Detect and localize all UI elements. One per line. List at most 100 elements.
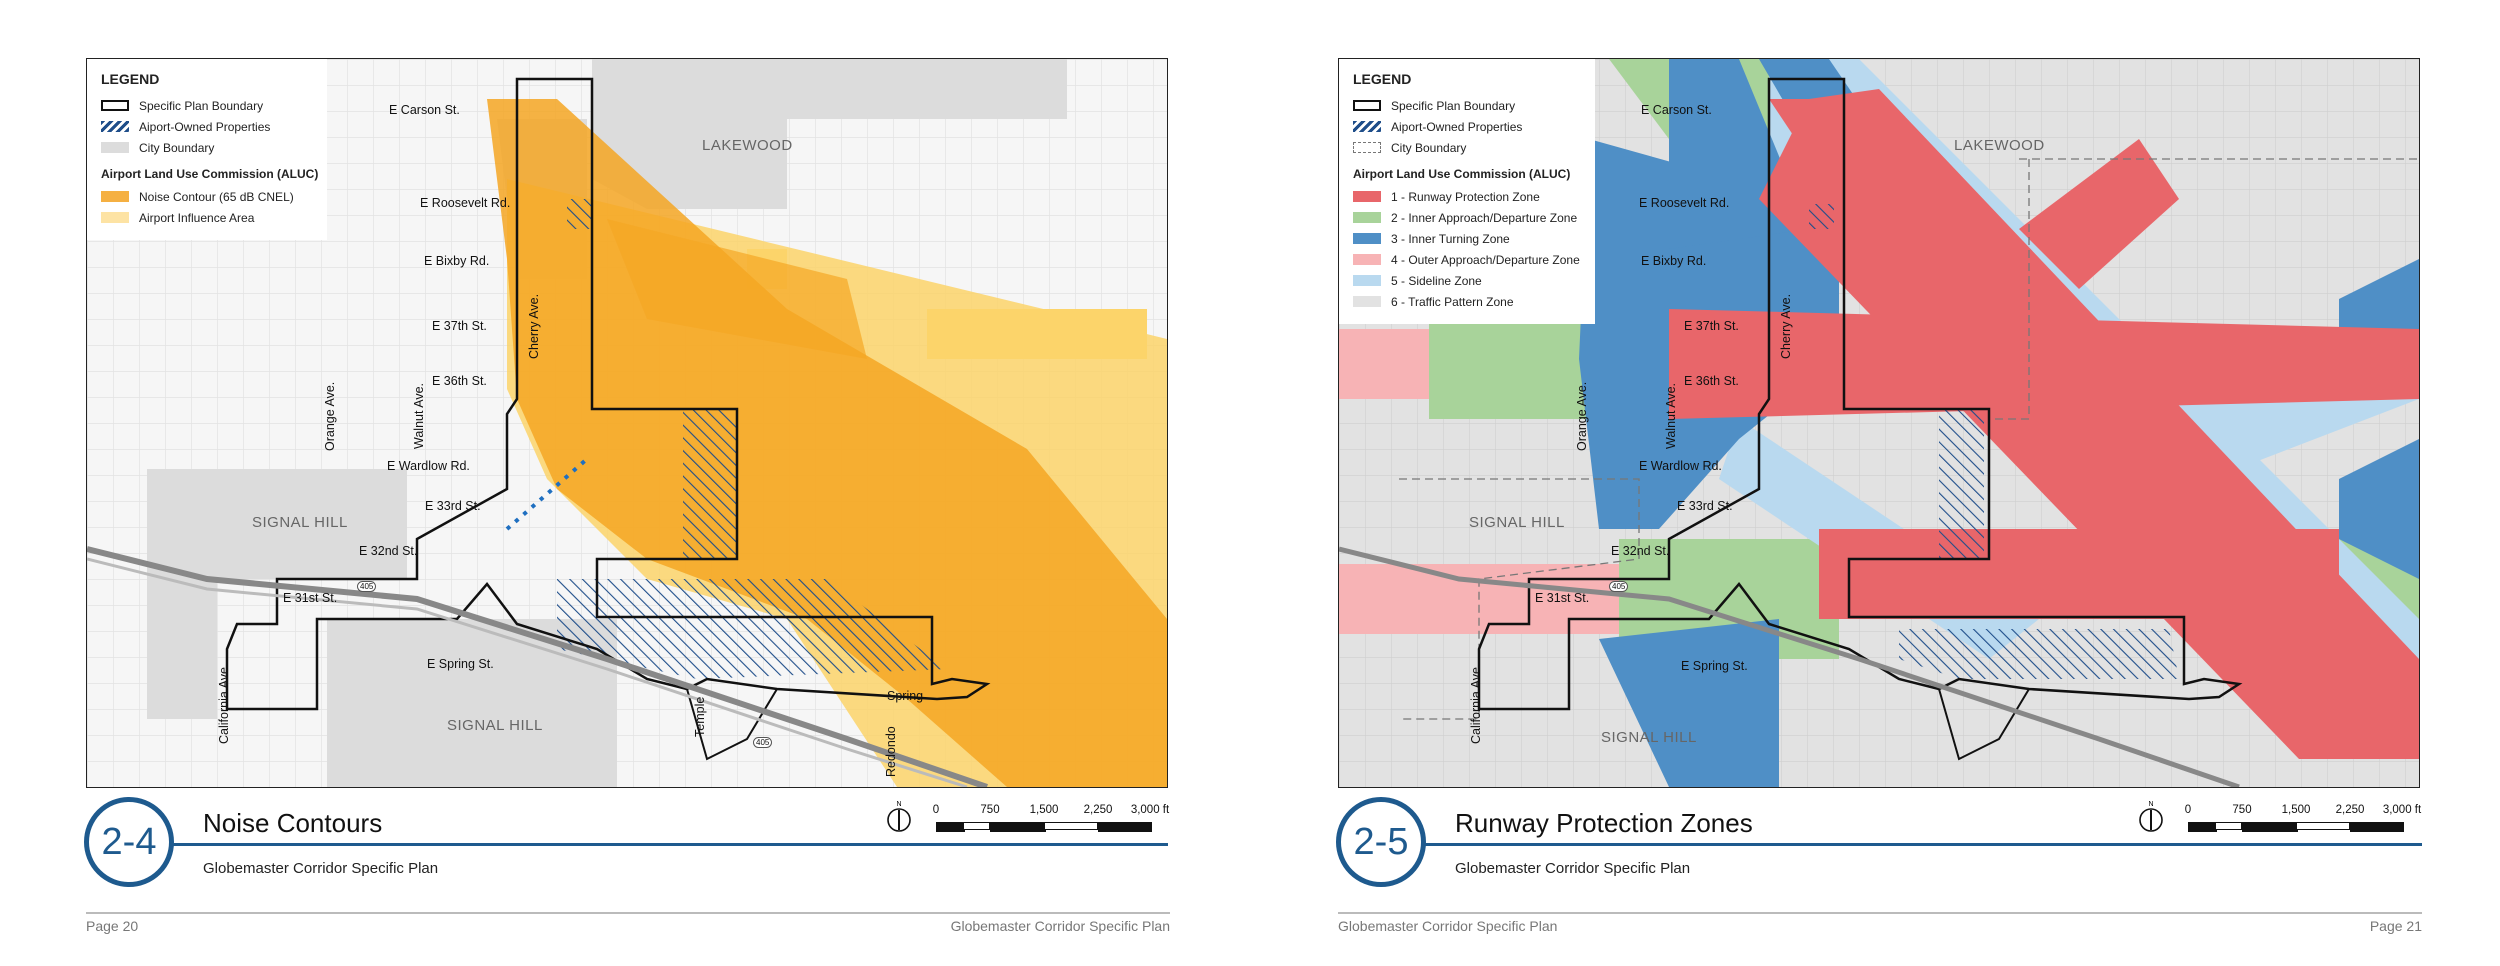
legend-label: Airport Influence Area bbox=[139, 210, 255, 225]
scale-segment bbox=[2350, 822, 2404, 832]
legend-item-boundary: Specific Plan Boundary bbox=[1353, 95, 1595, 116]
airport-swatch bbox=[101, 121, 129, 132]
highway-405 bbox=[87, 546, 988, 787]
area-label-lakewood: LAKEWOOD bbox=[702, 137, 793, 154]
street-label: E Roosevelt Rd. bbox=[420, 196, 511, 210]
street-label: E 33rd St. bbox=[425, 499, 481, 513]
scale-segment bbox=[1044, 822, 1098, 830]
lakewood-city-area bbox=[592, 59, 1067, 209]
highway-shield: 405 bbox=[753, 737, 773, 748]
street-label: Redondo bbox=[884, 726, 898, 777]
street-label: E 31st St. bbox=[283, 591, 338, 605]
scale-segment bbox=[963, 822, 990, 830]
legend-title: LEGEND bbox=[101, 71, 160, 87]
footer-rule bbox=[86, 912, 1170, 914]
north-arrow-icon: N bbox=[2139, 801, 2163, 832]
scale-segment bbox=[2296, 822, 2350, 830]
zone-swatch bbox=[1353, 212, 1381, 223]
scale-tick: 0 bbox=[932, 804, 940, 816]
legend-label: Specific Plan Boundary bbox=[1391, 98, 1516, 113]
noise-swatch bbox=[101, 191, 129, 202]
scale-tick: 2,250 bbox=[2335, 804, 2365, 816]
page-number: Page 20 bbox=[86, 918, 139, 934]
scale-tick: 1,500 bbox=[1029, 804, 1059, 816]
street-label: Orange Ave. bbox=[1575, 381, 1589, 451]
legend-item-zone-5: 5 - Sideline Zone bbox=[1353, 270, 1595, 291]
legend-item-zone-6: 6 - Traffic Pattern Zone bbox=[1353, 291, 1595, 312]
street-label: E Spring St. bbox=[1681, 659, 1748, 673]
airport-property-east bbox=[683, 409, 737, 559]
legend-item-airport: Aiport-Owned Properties bbox=[101, 116, 327, 137]
area-label-signal-hill: SIGNAL HILL bbox=[447, 717, 543, 734]
legend-item-zone-3: 3 - Inner Turning Zone bbox=[1353, 228, 1595, 249]
legend-item-zone-2: 2 - Inner Approach/Departure Zone bbox=[1353, 207, 1595, 228]
street-label: E Wardlow Rd. bbox=[387, 459, 470, 473]
street-label: E Carson St. bbox=[1641, 103, 1712, 117]
scale-tick: 750 bbox=[2232, 804, 2252, 816]
runway-protection-zone-east-west bbox=[1669, 309, 2419, 419]
legend-label: Aiport-Owned Properties bbox=[1391, 119, 1523, 134]
figure-rule bbox=[170, 843, 1168, 846]
scale-segment bbox=[990, 822, 1046, 832]
scale-tick: 750 bbox=[980, 804, 1000, 816]
boundary-swatch bbox=[101, 100, 129, 111]
legend-item-influence: Airport Influence Area bbox=[101, 207, 327, 228]
street-label: E 31st St. bbox=[1535, 591, 1590, 605]
signal-hill-city-area-1 bbox=[147, 469, 407, 719]
street-label: E Roosevelt Rd. bbox=[1639, 196, 1730, 210]
rpz-north-east bbox=[2019, 139, 2179, 289]
north-label: N bbox=[896, 801, 901, 808]
street-label: E Carson St. bbox=[389, 103, 460, 117]
boundary-spur bbox=[686, 688, 778, 761]
airport-property-north bbox=[1809, 204, 1834, 229]
figure-number-badge: 2-5 bbox=[1336, 797, 1426, 887]
rpz-map-graphic bbox=[1339, 59, 2419, 787]
footer-document-title: Globemaster Corridor Specific Plan bbox=[950, 918, 1170, 934]
street-label: Walnut Ave. bbox=[1664, 382, 1678, 449]
scale-segment bbox=[2242, 822, 2298, 832]
legend-item-boundary: Specific Plan Boundary bbox=[101, 95, 327, 116]
legend-title: LEGEND bbox=[1353, 71, 1412, 87]
legend-item-zone-1: 1 - Runway Protection Zone bbox=[1353, 186, 1595, 207]
page-right: LEGEND Specific Plan Boundary Aiport-Own… bbox=[1250, 0, 2500, 966]
legend-label: Aiport-Owned Properties bbox=[139, 119, 271, 134]
zone-swatch bbox=[1353, 296, 1381, 307]
figure-subtitle: Globemaster Corridor Specific Plan bbox=[203, 860, 439, 877]
inner-turning-zone-south bbox=[1599, 619, 1779, 787]
airport-property-line bbox=[505, 457, 589, 531]
figure-rule bbox=[1422, 843, 2422, 846]
north-label: N bbox=[2148, 801, 2153, 808]
scale-segment bbox=[1098, 822, 1152, 832]
footer-document-title: Globemaster Corridor Specific Plan bbox=[1338, 918, 1558, 934]
noise-contours-map: LEGEND Specific Plan Boundary Aiport-Own… bbox=[86, 58, 1168, 788]
legend-label: 6 - Traffic Pattern Zone bbox=[1391, 294, 1514, 309]
legend-item-noise: Noise Contour (65 dB CNEL) bbox=[101, 186, 327, 207]
street-label: Cherry Ave. bbox=[527, 293, 541, 359]
page-number: Page 21 bbox=[2369, 918, 2422, 934]
street-label: E 36th St. bbox=[1684, 374, 1739, 388]
street-label: Orange Ave. bbox=[323, 381, 337, 451]
scale-bar: 0 750 1,500 2,250 3,000 ft bbox=[2180, 800, 2421, 840]
legend-item-airport: Aiport-Owned Properties bbox=[1353, 116, 1595, 137]
scale-tick: 2,250 bbox=[1083, 804, 1113, 816]
scale-segment bbox=[2215, 822, 2242, 830]
area-label-signal-hill: SIGNAL HILL bbox=[252, 514, 348, 531]
influence-patch-2 bbox=[927, 309, 1147, 359]
zone-swatch bbox=[1353, 191, 1381, 202]
signal-hill-city-area-2 bbox=[327, 619, 617, 787]
scale-tick: 0 bbox=[2184, 804, 2192, 816]
street-label: Walnut Ave. bbox=[412, 382, 426, 449]
influence-swatch bbox=[101, 212, 129, 223]
zone-swatch bbox=[1353, 233, 1381, 244]
street-label: E 37th St. bbox=[432, 319, 487, 333]
street-label: E 36th St. bbox=[432, 374, 487, 388]
street-label: E 32nd St. bbox=[1611, 544, 1670, 558]
zone-swatch bbox=[1353, 254, 1381, 265]
legend-item-city: City Boundary bbox=[101, 137, 327, 158]
airport-swatch bbox=[1353, 121, 1381, 132]
area-label-signal-hill: SIGNAL HILL bbox=[1601, 729, 1697, 746]
street-label: E Bixby Rd. bbox=[424, 254, 490, 268]
legend-item-zone-4: 4 - Outer Approach/Departure Zone bbox=[1353, 249, 1595, 270]
inner-turning-zone-east-2 bbox=[2339, 439, 2419, 579]
noise-contour-inner bbox=[607, 219, 867, 359]
